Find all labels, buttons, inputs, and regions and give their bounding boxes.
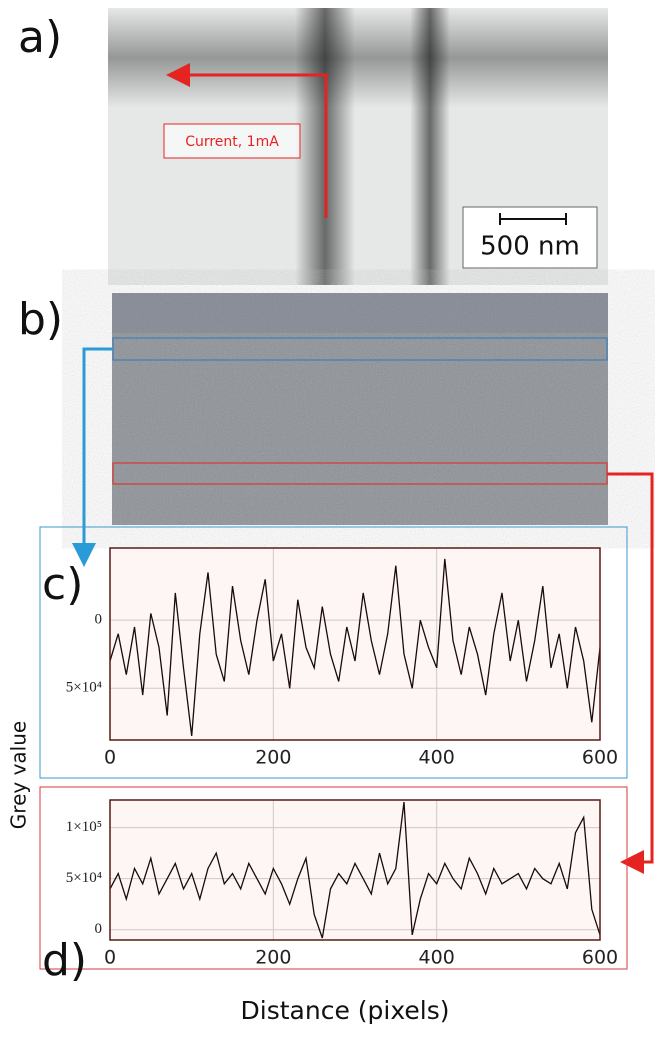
scale-bar — [499, 213, 567, 225]
annotation: Current, 1mA — [185, 134, 279, 150]
panel-label: c) — [42, 559, 83, 610]
x-tick-label: 400 — [419, 747, 455, 769]
x-tick-label: 400 — [419, 947, 455, 969]
plot-d-frame — [39, 786, 628, 970]
y-axis-label: Grey value — [7, 721, 31, 829]
panel-label: d) — [42, 935, 87, 986]
y-tick-label: 0 — [95, 612, 103, 628]
blue-arrow — [72, 347, 113, 567]
panel-label: b) — [18, 294, 63, 345]
line — [109, 801, 601, 939]
x-tick-label: 600 — [582, 747, 618, 769]
line — [109, 558, 601, 736]
plot-border — [109, 547, 601, 741]
annotation-box — [163, 123, 301, 159]
plot-area — [110, 800, 600, 940]
y-tick-label: 5×10⁴ — [66, 870, 102, 886]
plot-border — [109, 799, 601, 941]
panel-label: a) — [18, 12, 62, 63]
x-tick-label: 200 — [255, 947, 291, 969]
x-tick-label: 0 — [104, 947, 116, 969]
red-arrow — [607, 472, 654, 874]
y-tick-label: 0 — [95, 921, 103, 937]
y-tick-label: 5×10⁴ — [66, 680, 102, 696]
x-axis-label: Distance (pixels) — [241, 996, 450, 1025]
x-tick-label: 600 — [582, 947, 618, 969]
plot-c-frame — [39, 526, 628, 779]
y-tick-label: 1×10⁵ — [66, 819, 102, 835]
scale-bar-label: 500 nm — [480, 232, 580, 262]
current-arrow — [166, 63, 328, 218]
x-tick-label: 200 — [255, 747, 291, 769]
processed-image — [112, 293, 608, 525]
x-tick-label: 0 — [104, 747, 116, 769]
plot-area — [110, 548, 600, 740]
scale-bar-box — [462, 206, 598, 269]
sem-image — [108, 8, 608, 285]
